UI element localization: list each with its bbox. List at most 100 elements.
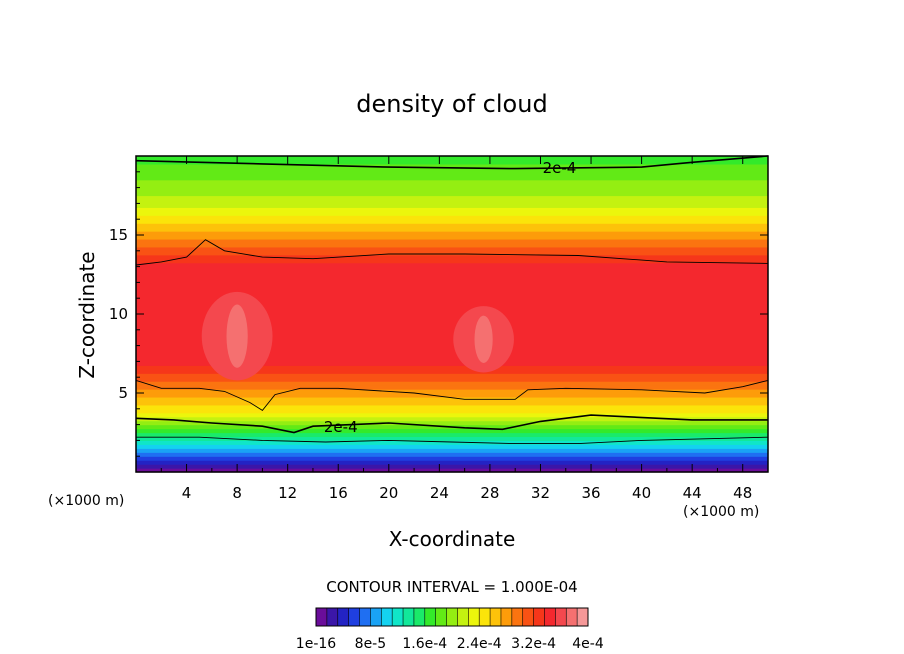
contour-band [136, 183, 768, 189]
contour-band [136, 286, 768, 291]
contour-band [136, 238, 768, 244]
x-tick-label: 16 [329, 484, 348, 502]
colorbar-swatch [511, 608, 524, 626]
colorbar-swatch [555, 608, 567, 626]
contour-band [136, 215, 768, 220]
contour-band [136, 167, 768, 173]
contour-band [136, 460, 768, 465]
contour-band [136, 369, 768, 374]
contour-interval-label: CONTOUR INTERVAL = 1.000E-04 [326, 578, 577, 596]
x-tick-label: 12 [278, 484, 297, 502]
colorbar-swatch [468, 608, 480, 626]
contour-band [136, 428, 768, 434]
x-tick-label: 32 [531, 484, 550, 502]
colorbar-swatch [359, 608, 371, 626]
contour-band [136, 195, 768, 201]
colorbar-swatch [348, 608, 360, 626]
colorbar-tick-label: 1.6e-4 [402, 636, 447, 652]
contour-band [136, 278, 768, 283]
contour-band [136, 274, 768, 280]
contour-band [136, 227, 768, 232]
x-tick-label: 24 [430, 484, 449, 502]
colorbar-swatch [392, 608, 404, 626]
colorbar-swatch [316, 608, 328, 626]
contour-band [136, 207, 768, 212]
contour-band [136, 175, 768, 181]
contour-band [136, 219, 768, 224]
colorbar-swatch [566, 608, 578, 626]
colorbar-tick-label: 1e-16 [296, 636, 336, 652]
contour-label: 2e-4 [543, 159, 577, 177]
contour-band [136, 290, 768, 295]
contour-band [136, 432, 768, 438]
contour-band [136, 329, 768, 335]
colorbar-swatch [457, 608, 469, 626]
contour-band [136, 258, 768, 264]
contour-band [136, 341, 768, 347]
colorbar-swatch [544, 608, 556, 626]
colorbar-swatch [446, 608, 458, 626]
contour-band [136, 361, 768, 366]
colorbar-swatch [479, 608, 491, 626]
x-unit-right: (×1000 m) [683, 504, 759, 520]
contour-band [136, 163, 768, 169]
contour-band [136, 345, 768, 351]
colorbar-tick-label: 3.2e-4 [511, 636, 556, 652]
contour-band [136, 404, 768, 410]
contour-band [136, 250, 768, 256]
colorbar-swatch [326, 608, 339, 626]
y-tick-label: 10 [109, 305, 128, 323]
colorbar-swatch [435, 608, 447, 626]
contour-band [136, 171, 768, 177]
contour-band [136, 187, 768, 193]
contour-band [136, 416, 768, 422]
contour-band [136, 412, 768, 418]
contour-band [136, 400, 768, 406]
x-tick-label: 4 [182, 484, 192, 502]
contour-band [136, 456, 768, 461]
contour-line [136, 436, 769, 445]
contour-band [136, 254, 768, 260]
x-tick-label: 8 [232, 484, 242, 502]
contour-band [136, 179, 768, 185]
colorbar-swatch [403, 608, 415, 626]
contour-band [136, 365, 768, 370]
contour-band [136, 298, 768, 303]
contour-band [136, 203, 768, 208]
colorbar-swatch [381, 608, 393, 626]
colorbar-swatch [370, 608, 382, 626]
contour-band [136, 393, 768, 398]
colorbar-swatch [577, 608, 589, 626]
x-tick-label: 40 [632, 484, 651, 502]
contour-band [136, 440, 768, 445]
x-tick-label: 36 [581, 484, 600, 502]
contour-maximum [226, 304, 248, 368]
contour-band [136, 373, 768, 378]
contour-band [136, 396, 768, 402]
x-unit-left: (×1000 m) [48, 493, 124, 509]
contour-band [136, 321, 768, 327]
contour-band [136, 310, 768, 315]
y-tick-label: 15 [109, 226, 128, 244]
contour-band [136, 353, 768, 359]
contour-band [136, 246, 768, 252]
contour-line [135, 239, 769, 266]
colorbar-frame [315, 607, 589, 627]
contour-band [136, 270, 768, 276]
y-axis-label: Z-coordinate [75, 251, 99, 378]
contour-band [136, 468, 768, 473]
contour-band [136, 262, 768, 268]
contour-band [136, 389, 768, 394]
colorbar-tick-label: 8e-5 [355, 636, 386, 652]
x-axis-label: X-coordinate [389, 527, 516, 551]
contour-band [136, 199, 768, 204]
contour-band [136, 156, 768, 161]
contour-line [135, 414, 768, 434]
colorbar-swatch [500, 608, 513, 626]
colorbar-swatch [337, 608, 349, 626]
contour-band [136, 294, 768, 299]
y-axis: 5 10 15 [109, 171, 768, 457]
contour-band [136, 381, 768, 386]
x-tick-label: 20 [379, 484, 398, 502]
